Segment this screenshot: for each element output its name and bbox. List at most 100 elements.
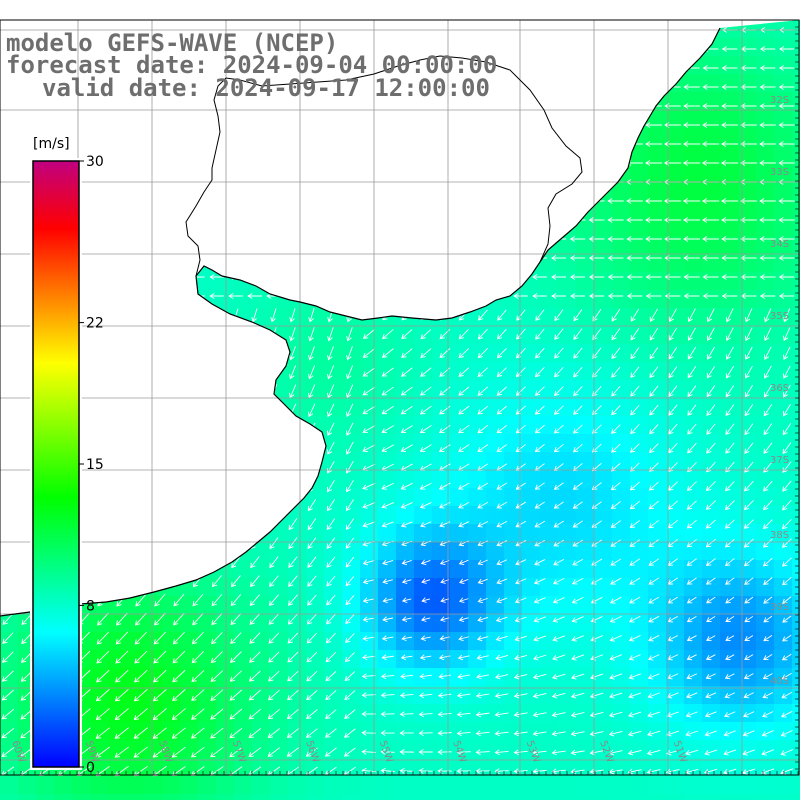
wind-arrow: [192, 593, 204, 607]
wind-arrow: [325, 671, 337, 682]
wind-arrow: [534, 386, 545, 396]
wind-arrow: [609, 692, 623, 699]
wind-arrow: [477, 424, 489, 434]
wind-arrow: [705, 500, 716, 510]
wind-arrow: [701, 141, 720, 147]
wind-arrow: [627, 730, 642, 737]
wind-arrow: [514, 597, 527, 604]
wind-arrow: [740, 160, 758, 166]
wind-arrow: [477, 348, 488, 359]
wind-arrow: [326, 613, 336, 625]
wind-arrow: [400, 405, 413, 415]
latitude-label: 34S: [770, 239, 789, 250]
wind-arrow: [763, 499, 773, 511]
wind-arrow: [307, 518, 317, 531]
wind-arrow: [532, 711, 547, 718]
wind-arrow: [683, 217, 701, 223]
wind-arrow: [513, 711, 528, 718]
wind-arrow: [515, 520, 527, 528]
wind-arrow: [781, 691, 793, 699]
wind-arrow: [478, 309, 488, 321]
wind-arrow: [630, 308, 640, 322]
wind-arrow: [380, 748, 395, 755]
wind-arrow: [665, 749, 680, 756]
wind-arrow: [496, 386, 507, 396]
wind-arrow: [191, 631, 204, 645]
wind-arrow: [610, 481, 621, 491]
colorbar-tick-label: 15: [86, 457, 104, 473]
wind-arrow: [229, 670, 242, 682]
wind-arrow: [553, 558, 565, 566]
wind-arrow: [380, 711, 395, 717]
latitude-label: 36S: [770, 383, 789, 394]
wind-arrow: [191, 650, 205, 664]
wind-arrow: [437, 749, 452, 755]
wind-arrow: [570, 749, 585, 756]
latitude-label: 33S: [770, 167, 789, 178]
wind-arrow: [702, 84, 719, 90]
wind-arrow: [780, 749, 794, 756]
wind-arrow: [458, 521, 470, 528]
wind-arrow: [456, 730, 471, 737]
wind-arrow: [362, 559, 375, 566]
wind-arrow: [721, 236, 738, 242]
wind-arrow: [438, 501, 451, 509]
wind-arrow: [458, 348, 470, 359]
wind-arrow: [687, 423, 697, 435]
wind-arrow: [764, 308, 772, 323]
wind-arrow: [782, 442, 792, 455]
wind-arrow: [268, 651, 280, 663]
wind-arrow: [759, 293, 776, 299]
wind-arrow: [763, 346, 772, 360]
wind-arrow: [570, 730, 585, 737]
wind-arrow: [270, 308, 277, 323]
wind-arrow: [591, 577, 603, 585]
wind-arrow: [438, 654, 451, 661]
wind-arrow: [346, 384, 354, 399]
wind-arrow: [743, 538, 754, 548]
wind-arrow: [154, 593, 166, 607]
wind-arrow: [686, 538, 697, 548]
wind-arrow: [228, 293, 243, 299]
wind-arrow: [725, 365, 734, 379]
wind-arrow: [190, 727, 205, 739]
wind-arrow: [686, 673, 698, 680]
wind-arrow: [419, 444, 432, 452]
wind-arrow: [346, 441, 354, 455]
wind-arrow: [381, 654, 394, 661]
wind-arrow: [649, 327, 659, 341]
wind-arrow: [571, 616, 584, 623]
wind-arrow: [325, 651, 337, 663]
wind-arrow: [95, 708, 110, 721]
wind-arrow: [782, 423, 792, 436]
wind-arrow: [305, 747, 318, 757]
colorbar-tick-label: 8: [86, 598, 95, 614]
wind-arrow: [607, 293, 624, 299]
wind-arrow: [626, 274, 643, 280]
wind-arrow: [362, 654, 376, 661]
wind-arrow: [153, 650, 167, 664]
wind-arrow: [740, 198, 758, 204]
wind-arrow: [115, 669, 129, 683]
wind-arrow: [361, 692, 376, 698]
wind-arrow: [475, 711, 490, 718]
wind-arrow: [763, 461, 773, 473]
wind-arrow: [648, 577, 660, 585]
wind-arrow: [400, 521, 413, 528]
wind-arrow: [345, 633, 355, 644]
wind-arrow: [229, 747, 243, 758]
latitude-label: 40S: [770, 676, 789, 687]
wind-arrow: [648, 481, 659, 491]
wind-arrow: [475, 749, 490, 756]
wind-arrow: [173, 593, 185, 607]
wind-arrow: [306, 651, 318, 663]
wind-arrow: [287, 689, 299, 701]
wind-arrow: [399, 749, 414, 755]
wind-arrow: [362, 425, 376, 434]
wind-arrow: [721, 122, 738, 128]
wind-arrow: [344, 690, 356, 701]
wind-arrow: [725, 635, 735, 641]
wind-arrow: [663, 198, 682, 204]
wind-arrow: [609, 615, 622, 623]
wind-arrow: [778, 84, 795, 90]
